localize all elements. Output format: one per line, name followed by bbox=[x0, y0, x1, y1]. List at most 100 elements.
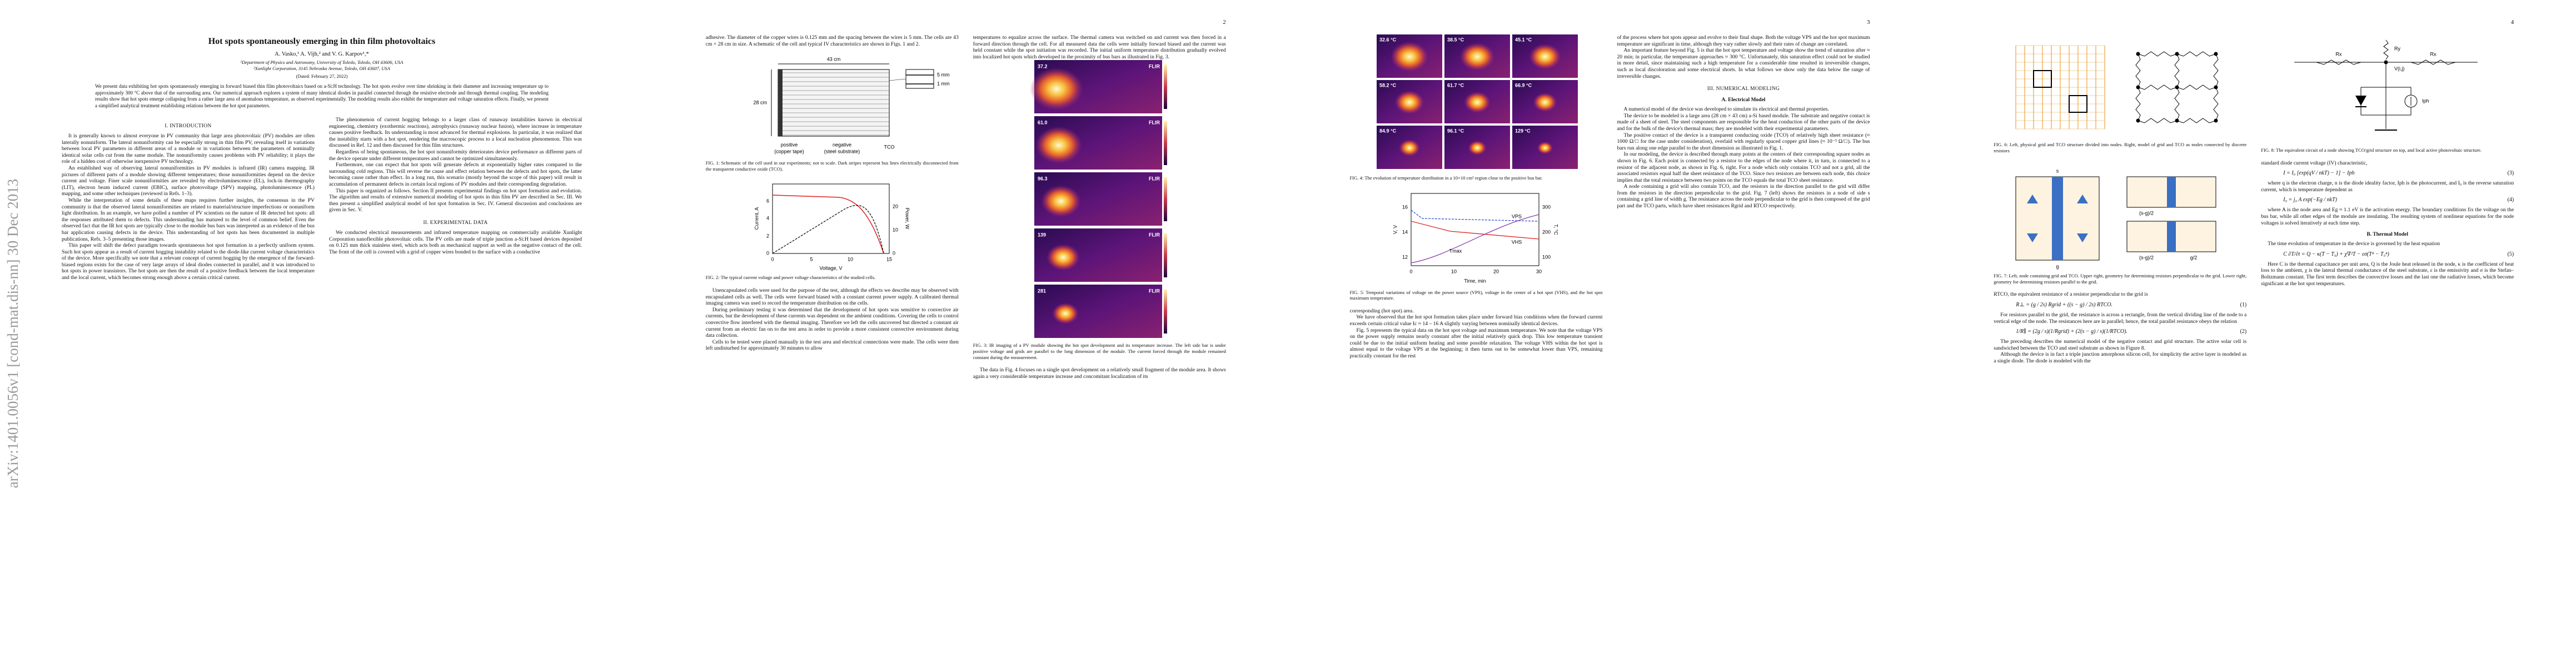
hot-spot bbox=[1046, 244, 1080, 271]
figure-caption: FIG. 3: IR imaging of a PV module showin… bbox=[973, 342, 1226, 360]
vhs-curve bbox=[1411, 220, 1539, 240]
paragraph: In our modeling, the device is described… bbox=[1617, 151, 1870, 183]
page: 2 adhesive. The diameter of the copper wi… bbox=[644, 0, 1288, 667]
node-point bbox=[2175, 52, 2179, 56]
resistor bbox=[2174, 53, 2180, 88]
color-bar bbox=[1163, 289, 1167, 334]
color-bar bbox=[1163, 64, 1167, 109]
column: FIG. 6: Left, physical grid and TCO stru… bbox=[1994, 34, 2246, 645]
paragraph: Unencapsulated cells were used for the p… bbox=[705, 287, 959, 307]
figure-label: 200 bbox=[1542, 229, 1551, 235]
paragraph: corresponding (hot spot) area. bbox=[1349, 307, 1414, 314]
equation-body: I = I₀ [exp(qV / nkT) − 1] − Iph bbox=[2283, 170, 2355, 177]
figure-label: 281 bbox=[1038, 288, 1046, 294]
equation-number: (3) bbox=[2507, 170, 2514, 177]
node-point bbox=[2136, 85, 2140, 89]
resistor bbox=[2138, 84, 2178, 90]
color-bar bbox=[1163, 233, 1167, 278]
resistor bbox=[2135, 53, 2141, 88]
column: adhesive. The diameter of the copper wir… bbox=[706, 34, 959, 645]
figure-label: V(i,j) bbox=[2394, 66, 2405, 71]
node-point bbox=[2214, 52, 2218, 56]
paragraph: An established way of observing lateral … bbox=[62, 165, 315, 197]
paragraph: The time evolution of temperature in the… bbox=[2268, 241, 2440, 247]
resistor bbox=[2213, 87, 2219, 121]
section-heading: II. EXPERIMENTAL DATA bbox=[423, 220, 488, 226]
equation-body: R⊥ = (g / 2s) Rgrid + ((s − g) / 2s) RTC… bbox=[2016, 301, 2113, 308]
equation: R⊥ = (g / 2s) Rgrid + ((s − g) / 2s) RTC… bbox=[2016, 302, 2246, 308]
figure-label: 10 bbox=[848, 257, 853, 262]
figure-label: V, V bbox=[1392, 225, 1398, 234]
affiliation: ¹Department of Physics and Astronomy, Un… bbox=[240, 59, 403, 65]
figure-label: 32.6 °C bbox=[1379, 37, 1397, 42]
equation: 1/R∥ = (2g / s)(1/Rgrid) + (2(s − g) / s… bbox=[2016, 328, 2246, 335]
plot-frame bbox=[772, 183, 890, 254]
figure-label: Current, A bbox=[754, 207, 759, 230]
resistor bbox=[2135, 87, 2141, 121]
figure: 43 cm 28 cm 5 mm 1 mm positive(copper tape) n… bbox=[753, 57, 950, 155]
figure-label: positive bbox=[780, 142, 798, 148]
node-box bbox=[2069, 95, 2088, 113]
perp-grid bbox=[2167, 177, 2176, 208]
figure-label: 6 bbox=[766, 198, 769, 204]
resistor bbox=[2177, 118, 2216, 123]
equation-number: (4) bbox=[2507, 197, 2514, 203]
figure-label: Rx bbox=[2430, 51, 2437, 57]
figure: 37.2 FLIR 61.0 FLIR 96.3 FLIR 139 FLIR 281 FLIR bbox=[1029, 60, 1167, 339]
paragraph: For resistors parallel to the grid, the … bbox=[1994, 311, 2247, 325]
page: arXiv:1401.0056v1 [cond-mat.dis-nn] 30 D… bbox=[0, 0, 644, 667]
figure-label: 20 bbox=[893, 204, 898, 210]
column: V(i,j) Rx Rx Ry Iph FIG. 8: The equivalent ci… bbox=[2261, 34, 2514, 645]
figure-label: 10 bbox=[1451, 268, 1456, 274]
paragraph: We conducted electrical measurements and… bbox=[329, 229, 582, 255]
node-point bbox=[2136, 118, 2140, 123]
cell-outline bbox=[778, 69, 890, 137]
bus-bar bbox=[778, 69, 783, 137]
hot-spot bbox=[1390, 41, 1428, 72]
color-bar bbox=[1163, 177, 1167, 222]
paragraph: Although the device is in fact a triple … bbox=[1994, 351, 2247, 364]
paragraph: Regardless of being spontaneous, the hot… bbox=[329, 148, 582, 162]
figure-label: (s-g)/2 bbox=[2139, 255, 2154, 261]
paragraph: Here C is the thermal capacitance per un… bbox=[2261, 261, 2514, 287]
dated: (Dated: February 27, 2022) bbox=[296, 73, 348, 79]
figure-label: 0 bbox=[766, 251, 769, 256]
figure-label: 96.3 bbox=[1038, 176, 1048, 182]
figure-label: 43 cm bbox=[826, 57, 840, 62]
paragraph: The data in Fig. 4 focuses on a single s… bbox=[973, 367, 1226, 380]
resistor bbox=[2138, 118, 2178, 123]
figure-label: 96.1 °C bbox=[1447, 128, 1464, 133]
resistor bbox=[2177, 51, 2216, 57]
figure-label: VPS bbox=[1511, 213, 1521, 219]
paragraph: Cells to be tested were placed manually … bbox=[705, 339, 959, 352]
equation: C ∂T/∂t = Q − κ(T − T₀) + χ∇²T − εσ(T⁴ −… bbox=[2283, 251, 2514, 257]
hot-spot bbox=[1463, 91, 1491, 113]
figure-label: 1 mm bbox=[937, 81, 950, 87]
column: of the process where hot spots appear an… bbox=[1617, 34, 1870, 645]
paragraph: During preliminary testing it was determ… bbox=[705, 306, 959, 339]
figure-caption: FIG. 1: Schematic of the cell used in ou… bbox=[705, 160, 959, 172]
paper-title: Hot spots spontaneously emerging in thin… bbox=[208, 37, 436, 46]
paragraph: We have observed that the hot spot forma… bbox=[1349, 314, 1603, 327]
equation: I = I₀ [exp(qV / nkT) − 1] − Iph (3) bbox=[2283, 170, 2514, 176]
paragraph: Furthermore, one can expect that hot spo… bbox=[329, 162, 582, 187]
columns: adhesive. The diameter of the copper wir… bbox=[706, 34, 1226, 645]
figure-label: 4 bbox=[766, 216, 769, 221]
figure-label: 5 mm bbox=[937, 72, 950, 78]
figure-label: 300 bbox=[1542, 204, 1551, 210]
hot-spot bbox=[1459, 42, 1494, 71]
figure-label: (steel substrate) bbox=[824, 149, 860, 155]
figure-label: Tmax bbox=[1449, 248, 1462, 253]
column: 32.6 °C 38.5 °C 45.1 °C 58.2 °C 61.7 °C 66.9 … bbox=[1350, 34, 1603, 645]
paragraph: Fig. 5 represents the typical data on th… bbox=[1349, 327, 1603, 359]
equation-number: (2) bbox=[2240, 328, 2247, 335]
figure: 32.6 °C 38.5 °C 45.1 °C 58.2 °C 61.7 °C 66.9 … bbox=[1376, 34, 1578, 169]
paragraph: where q is the electron charge, n is the… bbox=[2261, 180, 2514, 193]
columns: FIG. 6: Left, physical grid and TCO stru… bbox=[1994, 34, 2514, 645]
hot-spot bbox=[1029, 67, 1083, 111]
page: 4 FIG. 6: Left, physical grid and TCO str… bbox=[1932, 0, 2575, 667]
figure-label: VHS bbox=[1511, 239, 1522, 245]
hot-spot bbox=[1052, 303, 1079, 325]
section-heading: I. INTRODUCTION bbox=[165, 123, 212, 129]
paragraph: standard diode current voltage (IV) char… bbox=[2261, 160, 2368, 166]
